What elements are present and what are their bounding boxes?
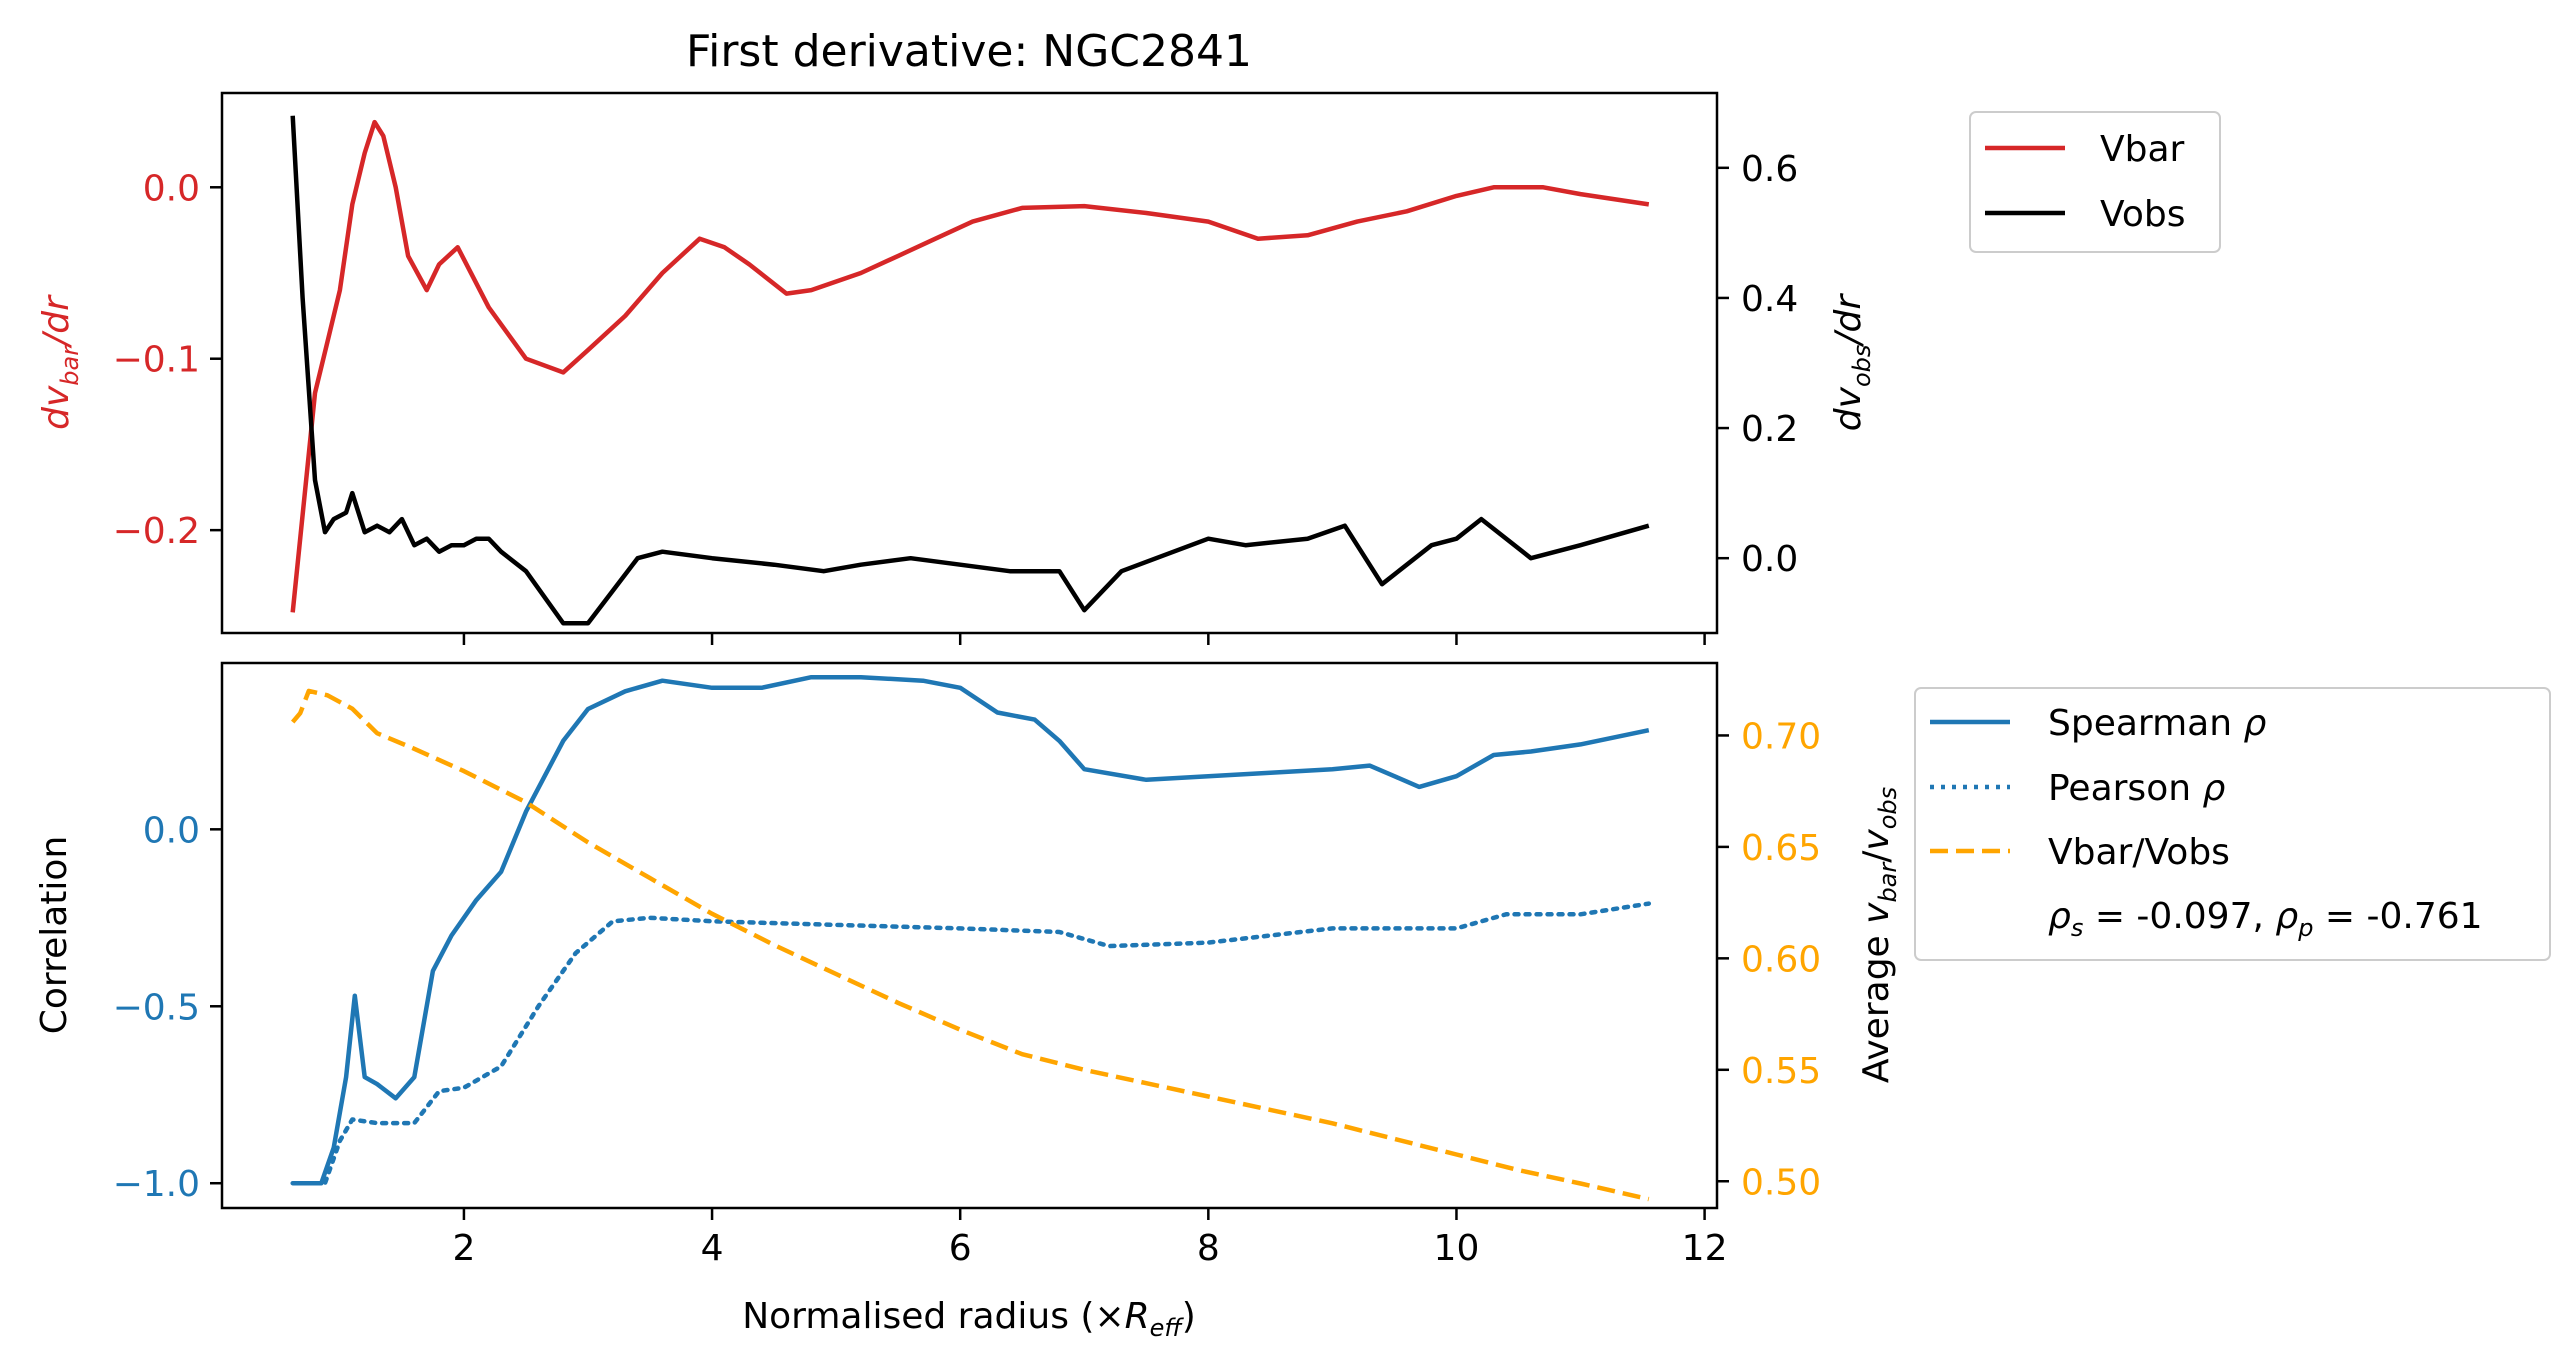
bottom-plot-frame (220, 661, 1719, 1210)
top-right-ytick-label-0: 0.0 (1741, 539, 1798, 580)
xtick-label-0: 2 (452, 1228, 475, 1269)
top-left-ytick-label-0: −0.2 (113, 511, 200, 552)
top-right-ytick-label-3: 0.6 (1741, 149, 1798, 190)
bot-left-ytick-label-2: 0.0 (143, 810, 200, 851)
legend-spearman-label: Spearman ρ (2048, 703, 2266, 744)
top-right-ylabel: dvobs/dr (1828, 293, 1876, 432)
bot-right-ytick-label-4: 0.70 (1741, 716, 1821, 757)
xtick-label-5: 12 (1682, 1228, 1728, 1269)
x-axis-label: Normalised radius (×Reff) (742, 1296, 1196, 1342)
legend-vobs-label: Vobs (2100, 194, 2185, 235)
series-line-bot-2 (290, 688, 1650, 1202)
xtick-label-1: 4 (701, 1228, 724, 1269)
series-line-top-0 (290, 119, 1650, 613)
xtick-label-3: 8 (1197, 1228, 1220, 1269)
chart-title: First derivative: NGC2841 (686, 26, 1252, 77)
bot-right-ytick-label-0: 0.50 (1741, 1162, 1821, 1203)
series-line-bot-1 (290, 901, 1652, 1186)
top-left-ytick-label-1: −0.1 (113, 340, 200, 381)
legend-ratio-label: Vbar/Vobs (2048, 832, 2230, 873)
bot-right-ytick-label-1: 0.55 (1741, 1051, 1821, 1092)
bot-right-ytick-label-3: 0.65 (1741, 828, 1821, 869)
legend-pearson-label: Pearson ρ (2048, 768, 2225, 809)
bottom-legend: Spearman ρ Pearson ρ Vbar/Vobs ρs = -0.0… (1914, 687, 2551, 961)
bot-left-ytick-label-0: −1.0 (113, 1164, 200, 1205)
legend-correlation-stats: ρs = -0.097, ρp = -0.761 (2048, 896, 2483, 942)
bot-right-ytick-label-2: 0.60 (1741, 939, 1821, 980)
bottom-panel: −1.0 −0.5 0.0 0.50 0.55 0.60 0.65 0.70 2 4 6 8 10 1… (34, 661, 2551, 1342)
top-right-ytick-label-2: 0.4 (1741, 279, 1798, 320)
xtick-label-2: 6 (949, 1228, 972, 1269)
top-plot-frame (220, 91, 1719, 635)
bottom-legend-box (1914, 687, 2551, 961)
top-legend: Vbar Vobs (1969, 111, 2221, 253)
top-right-ytick-label-1: 0.2 (1741, 409, 1798, 450)
legend-vbar-label: Vbar (2100, 129, 2185, 170)
xtick-label-4: 10 (1434, 1228, 1480, 1269)
top-left-ytick-label-2: 0.0 (143, 168, 200, 209)
series-line-bot-0 (292, 674, 1650, 1186)
series-line-top-1 (290, 115, 1650, 626)
bot-left-ytick-label-1: −0.5 (113, 987, 200, 1028)
bottom-right-ylabel: Average vbar/vobs (1856, 787, 1902, 1083)
top-left-ylabel: dvbar/dr (36, 294, 84, 430)
top-panel: First derivative: NGC2841 −0.2 −0.1 0.0 0.… (36, 26, 2221, 645)
bottom-left-ylabel: Correlation (34, 836, 75, 1035)
